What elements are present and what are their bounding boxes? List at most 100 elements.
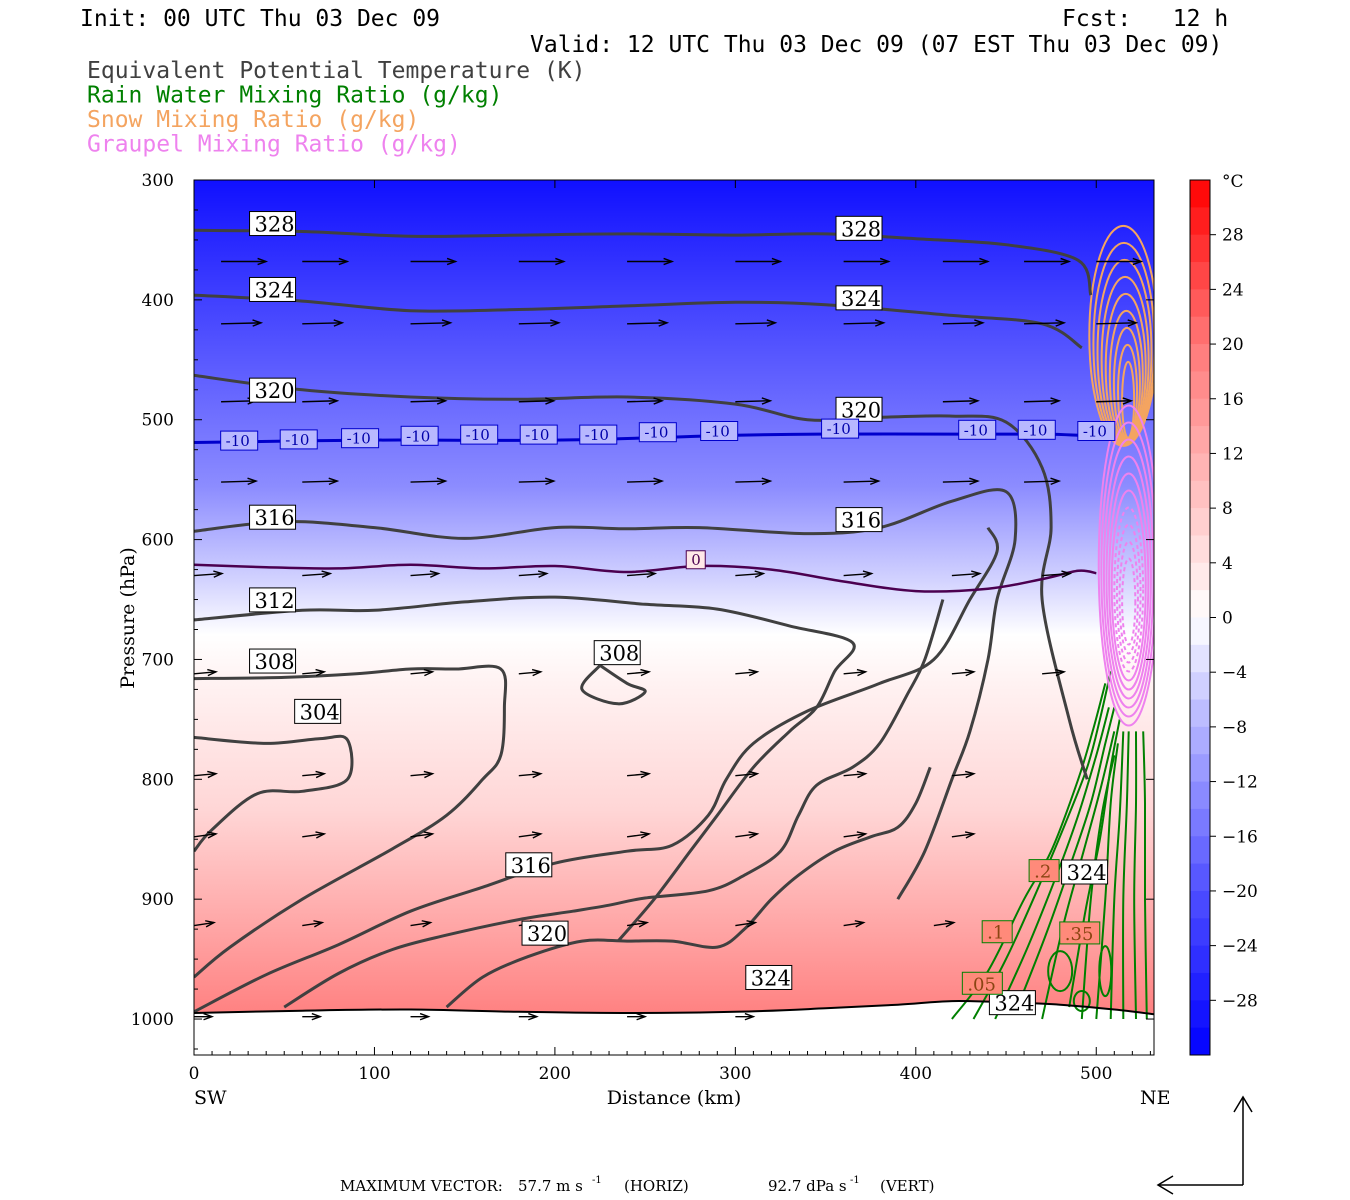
wind-vector-head <box>313 920 325 928</box>
wind-vector <box>626 921 648 927</box>
wind-vector-head <box>748 831 760 839</box>
wind-vector <box>843 671 866 675</box>
wind-vector <box>627 480 663 483</box>
wind-vector <box>194 921 215 927</box>
contour-label: 324 <box>841 287 881 311</box>
wind-vector <box>627 572 656 577</box>
wind-vector-head <box>874 319 886 327</box>
wind-vector-head <box>748 770 760 779</box>
wind-vector-head <box>315 668 327 677</box>
wind-vector <box>302 400 338 403</box>
y-tick-label: 800 <box>142 770 174 790</box>
theta-e-contours <box>194 228 1093 1014</box>
theta-e-contour <box>283 599 945 1009</box>
x-tick-label: 200 <box>539 1064 571 1084</box>
y-tick-label: 400 <box>142 291 174 311</box>
wind-vector <box>518 572 547 577</box>
legend-entry: Graupel Mixing Ratio (g/kg) <box>87 132 461 158</box>
max-vector-footer: MAXIMUM VECTOR: 57.7 m s -1 (HORIZ) 92.7… <box>340 1175 935 1195</box>
wind-vector-head <box>545 477 556 486</box>
wind-vector-head <box>640 668 652 677</box>
colorbar-segment <box>1190 426 1210 454</box>
colorbar-segment <box>1190 289 1210 318</box>
wind-vector-head <box>640 770 652 779</box>
wind-vector <box>735 572 764 577</box>
contour-label-box <box>249 587 297 613</box>
wind-vector-head <box>653 477 665 486</box>
wind-vector <box>843 322 884 325</box>
rain-contour <box>951 683 1107 1020</box>
wind-vector <box>518 480 554 483</box>
wind-vector-head <box>964 831 976 839</box>
colorbar-segment <box>1190 699 1210 728</box>
wind-vector-head <box>1127 319 1139 327</box>
contour-label-box <box>958 419 997 440</box>
colorbar-segment <box>1190 781 1210 810</box>
wind-vector-head <box>545 397 556 405</box>
colorbar-segment <box>1190 644 1210 673</box>
wind-vector <box>194 773 217 777</box>
x-axis-label: Distance (km) <box>607 1087 742 1109</box>
rain-contour <box>1142 731 1148 1020</box>
contour-label: .35 <box>1065 924 1094 945</box>
max-vector-label: MAXIMUM VECTOR: <box>340 1177 503 1195</box>
wind-vector-head <box>321 570 333 578</box>
colorbar-tick-label: 20 <box>1222 335 1244 355</box>
wind-vector <box>843 773 866 777</box>
contour-label-box <box>700 421 739 442</box>
contour-label-box <box>249 276 297 302</box>
wind-vector-head <box>338 257 350 266</box>
x-axis: 0 100 200 300 400 500 <box>189 180 1151 1084</box>
wind-vector <box>1042 671 1065 675</box>
wind-vector <box>951 671 974 675</box>
wind-vector-head <box>965 668 976 677</box>
wind-vector <box>843 480 879 483</box>
colorbar-tick-label: 12 <box>1222 444 1244 464</box>
contour-label-box <box>685 550 706 570</box>
contour-label-box <box>1077 421 1116 442</box>
wind-vector <box>626 833 650 838</box>
wind-vector-head <box>429 570 441 578</box>
wind-vector <box>843 833 866 838</box>
wind-vector <box>302 480 338 483</box>
wind-vector <box>518 671 541 675</box>
contour-label: -10 <box>466 426 490 444</box>
colorbar-tick-label: −8 <box>1222 718 1247 738</box>
max-horiz-exponent: -1 <box>592 1175 602 1186</box>
wind-vector-head <box>436 477 448 486</box>
contour-label: -10 <box>827 420 851 438</box>
wind-vector <box>735 773 758 777</box>
wind-vector-head <box>333 319 345 327</box>
wind-vector-head <box>1132 257 1144 266</box>
contour-label: 328 <box>841 217 881 241</box>
wind-vector-head <box>247 477 259 486</box>
contour-label-box <box>249 648 297 674</box>
wind-vector-head <box>531 770 543 779</box>
wind-vector-head <box>446 257 458 266</box>
colorbar-segment <box>1190 836 1210 865</box>
forecast-hour-label: Fcst: 12 h <box>1062 6 1228 32</box>
graupel-mixing-contours <box>1097 404 1154 727</box>
colorbar-tick-label: −24 <box>1222 937 1258 957</box>
wind-vector-head <box>1055 668 1067 677</box>
wind-vector-head <box>328 397 340 405</box>
contour-labels: 328 328 324 324 320 320 316 316 312 308 308 304 316 3… <box>220 211 1116 1016</box>
theta-e-contour <box>580 664 647 706</box>
theta-e-contour <box>194 526 1000 1014</box>
colorbar-segment <box>1190 972 1210 1001</box>
wind-vector <box>933 921 954 927</box>
y-tick-label: 600 <box>142 531 174 551</box>
wind-vector-head <box>638 920 650 928</box>
wind-vector-head <box>207 668 219 677</box>
contour-label: .05 <box>967 974 996 995</box>
wind-vector <box>735 921 756 927</box>
rain-contour <box>1041 731 1116 1020</box>
contour-label-box <box>593 640 641 666</box>
wind-vector-head <box>944 920 956 928</box>
contour-label: 324 <box>255 278 295 302</box>
max-vert-exponent: -1 <box>850 1175 860 1186</box>
wind-vector <box>410 400 446 403</box>
contour-label-box <box>519 424 558 445</box>
contour-label: 320 <box>841 398 881 422</box>
contour-label-box <box>835 507 883 533</box>
